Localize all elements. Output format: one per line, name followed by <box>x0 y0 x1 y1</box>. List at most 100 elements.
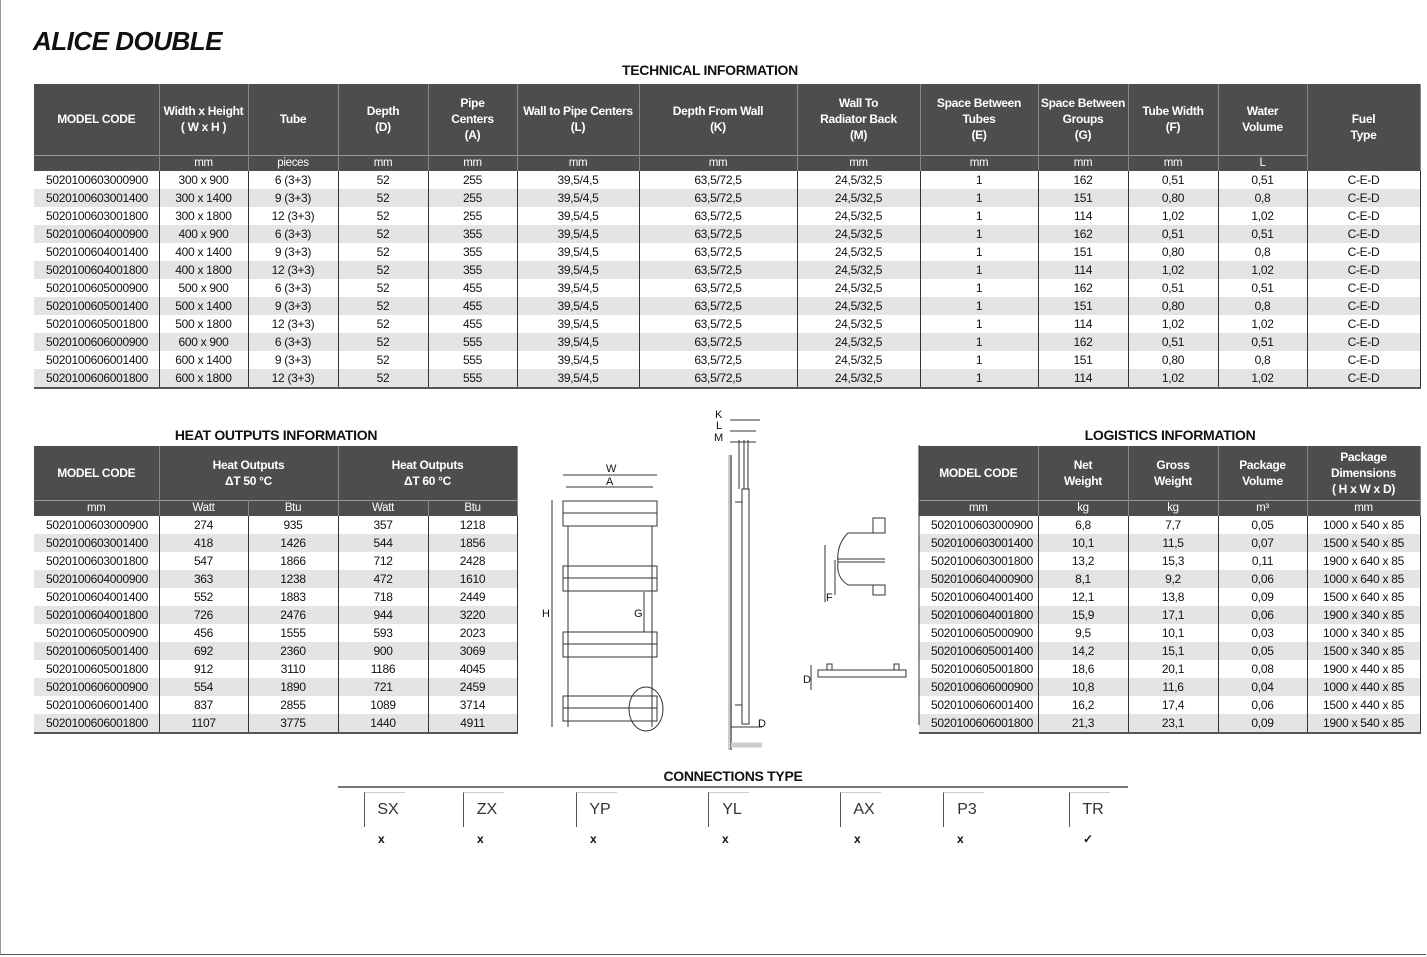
model-code-cell: 5020100606000900 <box>34 332 160 351</box>
value-cell: 2023 <box>428 623 518 642</box>
value-cell: 9,5 <box>1038 623 1129 642</box>
dim-d2: D <box>803 674 811 686</box>
model-code-cell: 5020100605000900 <box>34 623 160 642</box>
value-cell: 52 <box>338 170 429 189</box>
model-code-cell: 5020100605000900 <box>919 623 1039 642</box>
value-cell: 0,8 <box>1218 296 1308 315</box>
value-cell: 151 <box>1038 242 1129 261</box>
model-code-cell: 5020100603001800 <box>34 551 160 570</box>
connection-type-yl: YL x <box>708 792 778 852</box>
value-cell: C-E-D <box>1307 224 1421 243</box>
value-cell: 255 <box>428 170 518 189</box>
value-cell: 15,1 <box>1128 641 1219 660</box>
connection-icon: AX <box>840 792 881 827</box>
value-cell: 15,9 <box>1038 605 1129 624</box>
table-row: 5020100605001800 500 x 1800 12 (3+3) 52 455 3… <box>34 314 1421 333</box>
model-code-cell: 5020100605001800 <box>919 659 1039 678</box>
radiator-diagram: W A H G K L M D F D <box>542 409 920 750</box>
value-cell: 39,5/4,5 <box>517 314 640 333</box>
value-cell: 63,5/72,5 <box>639 350 798 369</box>
table-row: 5020100604000900 400 x 900 6 (3+3) 52 355 39,… <box>34 224 1421 243</box>
model-code-cell: 5020100603000900 <box>919 515 1039 534</box>
value-cell: 1890 <box>248 677 339 696</box>
value-cell: 0,51 <box>1218 332 1308 351</box>
value-cell: 837 <box>159 695 249 714</box>
model-code-cell: 5020100603001800 <box>919 551 1039 570</box>
table-row: 5020100604001800 400 x 1800 12 (3+3) 52 355 3… <box>34 260 1421 279</box>
value-cell: 162 <box>1038 170 1129 189</box>
column-header: Tube Width (F) <box>1128 84 1219 155</box>
value-cell: 1,02 <box>1128 368 1219 389</box>
value-cell: 3069 <box>428 641 518 660</box>
value-cell: 1500 x 340 x 85 <box>1307 641 1421 660</box>
value-cell: 2476 <box>248 605 339 624</box>
value-cell: 24,5/32,5 <box>797 332 921 351</box>
value-cell: 0,06 <box>1218 605 1308 624</box>
unit-header: mm <box>797 154 921 171</box>
column-header: MODEL CODE <box>919 446 1039 500</box>
value-cell: C-E-D <box>1307 332 1421 351</box>
value-cell: 24,5/32,5 <box>797 206 921 225</box>
value-cell: 52 <box>338 260 429 279</box>
value-cell: 1 <box>920 260 1039 279</box>
value-cell: 1900 x 640 x 85 <box>1307 551 1421 570</box>
connection-type-sx: SX x <box>364 792 434 852</box>
value-cell: 1238 <box>248 569 339 588</box>
value-cell: 0,51 <box>1218 224 1308 243</box>
value-cell: 16,2 <box>1038 695 1129 714</box>
value-cell: 600 x 900 <box>159 332 249 351</box>
value-cell: 355 <box>428 224 518 243</box>
value-cell: 63,5/72,5 <box>639 296 798 315</box>
value-cell: 9 (3+3) <box>248 350 339 369</box>
value-cell: 1 <box>920 350 1039 369</box>
value-cell: 52 <box>338 296 429 315</box>
value-cell: 1883 <box>248 587 339 606</box>
dim-w: W <box>606 463 617 475</box>
table-row: 5020100603001400 10,1 11,5 0,07 1500 x 540 x… <box>919 533 1421 552</box>
value-cell: 24,5/32,5 <box>797 368 921 389</box>
value-cell: 4045 <box>428 659 518 678</box>
value-cell: 7,7 <box>1128 515 1219 534</box>
table-row: 5020100606000900 554 1890 721 2459 <box>34 677 518 696</box>
table-row: 5020100603001800 13,2 15,3 0,11 1900 x 640 x… <box>919 551 1421 570</box>
value-cell: 1 <box>920 242 1039 261</box>
value-cell: 24,5/32,5 <box>797 242 921 261</box>
table-row: 5020100603001400 418 1426 544 1856 <box>34 533 518 552</box>
value-cell: 0,8 <box>1218 188 1308 207</box>
value-cell: 1426 <box>248 533 339 552</box>
value-cell: 255 <box>428 188 518 207</box>
table-row: 5020100605000900 500 x 900 6 (3+3) 52 455 39,… <box>34 278 1421 297</box>
unit-header: L <box>1218 154 1308 171</box>
connection-icon: YL <box>708 792 749 827</box>
model-code-cell: 5020100604001800 <box>34 260 160 279</box>
table-row: 5020100606001800 21,3 23,1 0,09 1900 x 540 x… <box>919 713 1421 734</box>
value-cell: 2855 <box>248 695 339 714</box>
value-cell: 1000 x 540 x 85 <box>1307 515 1421 534</box>
value-cell: 0,03 <box>1218 623 1308 642</box>
value-cell: 63,5/72,5 <box>639 242 798 261</box>
model-code-cell: 5020100604001800 <box>34 605 160 624</box>
value-cell: 0,8 <box>1218 350 1308 369</box>
value-cell: 3775 <box>248 713 339 734</box>
column-header: Depth (D) <box>338 84 429 155</box>
unit-header: mm <box>639 154 798 171</box>
value-cell: 63,5/72,5 <box>639 368 798 389</box>
value-cell: 0,80 <box>1128 296 1219 315</box>
connection-type-zx: ZX x <box>463 792 533 852</box>
value-cell: 355 <box>428 260 518 279</box>
unit-header: mm <box>920 154 1039 171</box>
value-cell: 1,02 <box>1128 314 1219 333</box>
availability-mark: x <box>590 832 597 846</box>
table-row: 5020100606001400 16,2 17,4 0,06 1500 x 440 x… <box>919 695 1421 714</box>
model-code-cell: 5020100603000900 <box>34 515 160 534</box>
value-cell: 6 (3+3) <box>248 278 339 297</box>
value-cell: 12,1 <box>1038 587 1129 606</box>
connection-type-yp: YP x <box>576 792 646 852</box>
value-cell: 721 <box>338 677 429 696</box>
value-cell: 114 <box>1038 368 1129 389</box>
value-cell: 1500 x 540 x 85 <box>1307 533 1421 552</box>
value-cell: 24,5/32,5 <box>797 314 921 333</box>
value-cell: 726 <box>159 605 249 624</box>
value-cell: 3714 <box>428 695 518 714</box>
